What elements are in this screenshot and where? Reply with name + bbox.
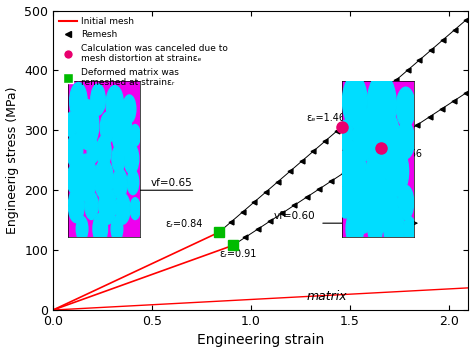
- Text: εᵣ=0.91: εᵣ=0.91: [219, 249, 256, 259]
- Text: vf=0.65: vf=0.65: [151, 179, 192, 189]
- Text: vf=0.60: vf=0.60: [273, 211, 315, 221]
- Text: εₑ=1.46: εₑ=1.46: [306, 113, 345, 123]
- Y-axis label: Engineerig stress (MPa): Engineerig stress (MPa): [6, 86, 18, 234]
- Text: matrix: matrix: [306, 291, 347, 304]
- Text: εᵣ=0.84: εᵣ=0.84: [166, 219, 203, 229]
- X-axis label: Engineering strain: Engineering strain: [197, 334, 324, 347]
- Text: εₑ=1.66: εₑ=1.66: [383, 149, 422, 159]
- Legend: Initial mesh, Remesh, Calculation was canceled due to
mesh distortion at strainε: Initial mesh, Remesh, Calculation was ca…: [57, 15, 229, 89]
